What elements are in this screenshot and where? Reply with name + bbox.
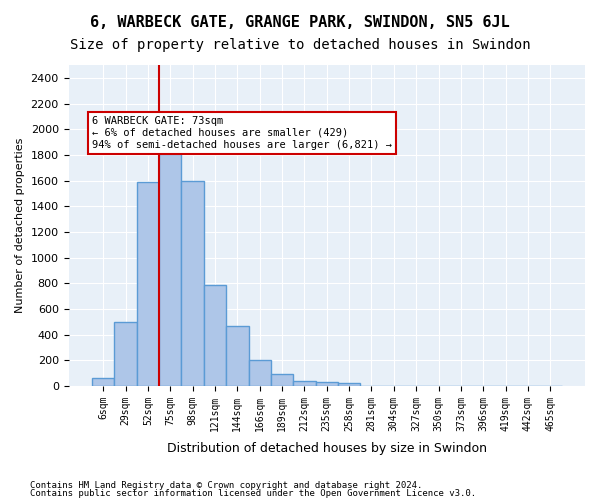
- Bar: [293, 382, 316, 386]
- Bar: [316, 382, 338, 386]
- Text: Contains public sector information licensed under the Open Government Licence v3: Contains public sector information licen…: [30, 488, 476, 498]
- Text: Contains HM Land Registry data © Crown copyright and database right 2024.: Contains HM Land Registry data © Crown c…: [30, 481, 422, 490]
- Text: 6, WARBECK GATE, GRANGE PARK, SWINDON, SN5 6JL: 6, WARBECK GATE, GRANGE PARK, SWINDON, S…: [90, 15, 510, 30]
- Bar: [226, 326, 248, 386]
- Bar: [181, 180, 204, 386]
- Bar: [271, 374, 293, 386]
- Text: 6 WARBECK GATE: 73sqm
← 6% of detached houses are smaller (429)
94% of semi-deta: 6 WARBECK GATE: 73sqm ← 6% of detached h…: [92, 116, 392, 150]
- Bar: [92, 378, 115, 386]
- Bar: [204, 284, 226, 386]
- Y-axis label: Number of detached properties: Number of detached properties: [15, 138, 25, 313]
- Text: Size of property relative to detached houses in Swindon: Size of property relative to detached ho…: [70, 38, 530, 52]
- Bar: [115, 322, 137, 386]
- Bar: [159, 134, 181, 386]
- Bar: [338, 384, 361, 386]
- X-axis label: Distribution of detached houses by size in Swindon: Distribution of detached houses by size …: [167, 442, 487, 455]
- Bar: [137, 182, 159, 386]
- Bar: [248, 360, 271, 386]
